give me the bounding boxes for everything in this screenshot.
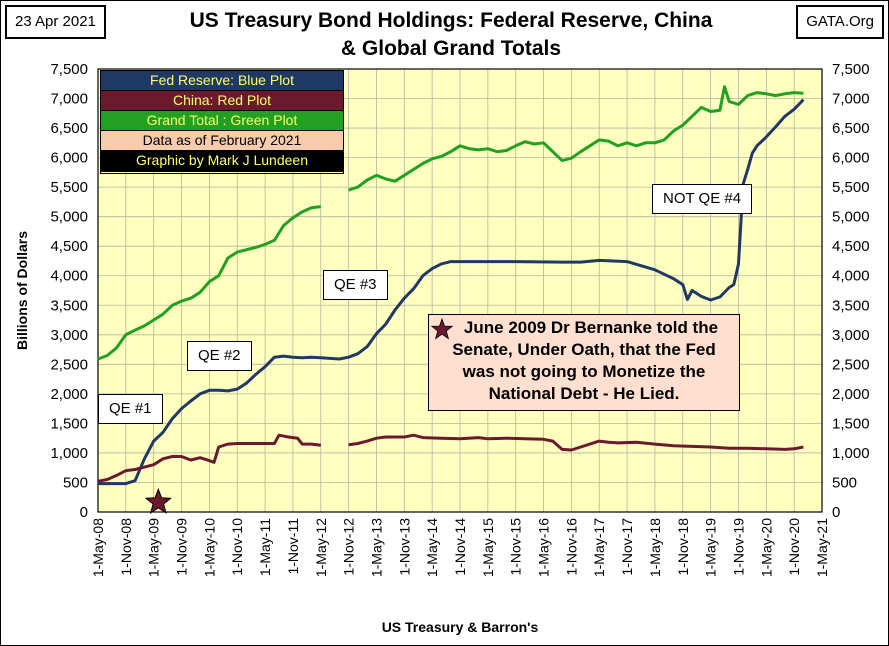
annotation-qe1: QE #1 [98,394,163,424]
y-tick-label-left: 4,500 [50,238,88,255]
annotation-qe2: QE #2 [187,341,252,371]
date-label: 23 Apr 2021 [5,5,106,39]
series-line-china [348,433,804,452]
y-tick-label-left: 5,000 [50,209,88,226]
y-tick-label-left: 6,500 [50,120,88,137]
star-icon [431,318,453,340]
annotation-qe3: QE #3 [323,270,388,300]
x-tick-label: 1-Nov-09 [174,518,190,576]
y-tick-label-right: 0 [832,504,840,521]
y-tick-label-left: 500 [63,474,88,491]
legend-fed: Fed Reserve: Blue Plot [101,71,343,91]
y-tick-label-left: 2,000 [50,386,88,403]
x-tick-label: 1-May-09 [146,518,162,577]
x-tick-label: 1-Nov-20 [786,518,802,576]
y-tick-label-right: 2,000 [832,386,870,403]
plot-border [97,68,823,513]
y-tick-label-right: 4,000 [832,268,870,285]
chart-title: US Treasury Bond Holdings: Federal Reser… [151,7,751,63]
y-tick-label-left: 3,500 [50,297,88,314]
y-tick-label-right: 6,000 [832,150,870,167]
y-tick-label-right: 500 [832,474,857,491]
y-tick-label-left: 7,500 [50,61,88,78]
series-line-china [97,433,321,483]
quote-line-2: Senate, Under Oath, that the Fed [452,340,716,359]
legend-data-date: Data as of February 2021 [101,131,343,151]
x-tick-label: 1-Nov-14 [452,518,468,576]
series-line-grand-total [97,205,321,361]
x-tick-label: 1-May-12 [313,518,329,577]
bernanke-quote-box: June 2009 Dr Bernanke told the Senate, U… [428,314,740,411]
y-tick-label-right: 5,500 [832,179,870,196]
title-line-1: US Treasury Bond Holdings: Federal Reser… [189,9,713,32]
x-tick-label: 1-May-13 [368,518,384,577]
y-tick-label-left: 0 [80,504,88,521]
star-marker [144,487,173,514]
y-tick-label-left: 6,000 [50,150,88,167]
series-line-fed-reserve [98,98,805,486]
x-tick-label: 1-May-21 [814,518,830,577]
x-tick-label: 1-Nov-08 [118,518,134,576]
x-tick-label: 1-May-11 [257,518,273,576]
y-tick-label-right: 7,500 [832,61,870,78]
legend: Fed Reserve: Blue Plot China: Red Plot G… [100,70,344,174]
x-tick-label: 1-Nov-13 [396,518,412,576]
quote-line-1: June 2009 Dr Bernanke told the [463,318,719,337]
x-tick-label: 1-Nov-16 [563,518,579,576]
quote-line-4: National Debt - He Lied. [488,384,680,403]
legend-total: Grand Total : Green Plot [101,111,343,131]
y-axis-label: Billions of Dollars [14,231,30,350]
x-tick-label: 1-May-19 [703,518,719,577]
x-tick-label: 1-Nov-17 [619,518,635,576]
y-tick-label-right: 1,000 [832,445,870,462]
x-tick-label: 1-Nov-11 [285,518,301,575]
x-tick-label: 1-May-16 [536,518,552,577]
x-tick-label: 1-May-08 [90,518,106,577]
legend-credit: Graphic by Mark J Lundeen [101,151,343,172]
y-tick-label-left: 3,000 [50,327,88,344]
legend-china: China: Red Plot [101,91,343,111]
x-tick-label: 1-May-10 [201,518,217,577]
y-tick-label-right: 4,500 [832,238,870,255]
x-tick-label: 1-Nov-10 [229,518,245,576]
y-tick-label-right: 3,500 [832,297,870,314]
x-tick-label: 1-Nov-18 [675,518,691,576]
y-tick-label-right: 5,000 [832,209,870,226]
y-tick-label-left: 1,000 [50,445,88,462]
y-tick-label-right: 1,500 [832,415,870,432]
y-tick-label-right: 2,500 [832,356,870,373]
x-tick-label: 1-May-15 [480,518,496,577]
x-tick-label: 1-May-18 [647,518,663,577]
source-label: GATA.Org [796,5,884,39]
x-tick-label: 1-May-20 [758,518,774,577]
y-tick-label-right: 3,000 [832,327,870,344]
annotation-qe4: NOT QE #4 [652,184,753,214]
x-axis-label: US Treasury & Barron's [382,619,539,635]
x-tick-label: 1-Nov-15 [508,518,524,576]
y-tick-label-left: 7,000 [50,91,88,108]
title-line-2: & Global Grand Totals [340,37,562,60]
y-tick-label-right: 6,500 [832,120,870,137]
x-tick-label: 1-May-17 [591,518,607,577]
x-tick-label: 1-Nov-19 [730,518,746,576]
quote-line-3: was not going to Monetize the [462,362,706,381]
y-tick-label-left: 2,500 [50,356,88,373]
y-tick-label-left: 1,500 [50,415,88,432]
y-tick-label-left: 5,500 [50,179,88,196]
x-tick-label: 1-Nov-12 [341,518,357,576]
series-line-grand-total [348,85,804,192]
y-tick-label-left: 4,000 [50,268,88,285]
x-tick-label: 1-May-14 [424,518,440,577]
y-tick-label-right: 7,000 [832,91,870,108]
